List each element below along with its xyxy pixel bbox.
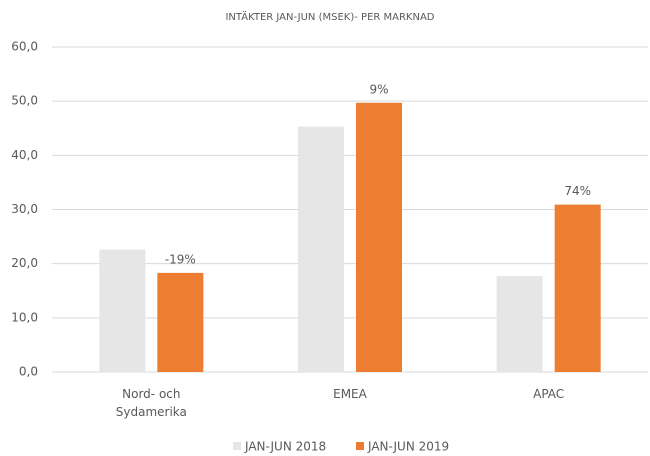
legend-label: JAN-JUN 2019: [367, 440, 449, 454]
annotation: -19%: [165, 252, 196, 266]
y-tick-label: 10,0: [11, 310, 38, 324]
y-tick-label: 60,0: [11, 40, 38, 54]
chart-title: INTÄKTER JAN-JUN (MSEK)- PER MARKNAD: [225, 10, 434, 23]
bar: [554, 204, 601, 372]
y-tick-label: 40,0: [11, 148, 38, 162]
annotation: 74%: [564, 184, 591, 198]
legend-swatch: [356, 442, 364, 450]
y-tick-label: 20,0: [11, 256, 38, 270]
legend-swatch: [233, 442, 241, 450]
x-tick-label: EMEA: [333, 387, 367, 401]
y-tick-label: 30,0: [11, 202, 38, 216]
annotation: 9%: [369, 82, 388, 96]
x-tick-label: Nord- och Sydamerika: [115, 387, 187, 419]
legend-label: JAN-JUN 2018: [244, 440, 326, 454]
bar: [356, 102, 402, 373]
x-tick-label: APAC: [533, 387, 565, 401]
bar: [157, 272, 204, 372]
y-tick-label: 0,0: [19, 365, 38, 379]
y-tick-label: 50,0: [11, 94, 38, 108]
bar: [99, 249, 146, 372]
bar: [496, 276, 543, 372]
bar: [298, 126, 344, 372]
